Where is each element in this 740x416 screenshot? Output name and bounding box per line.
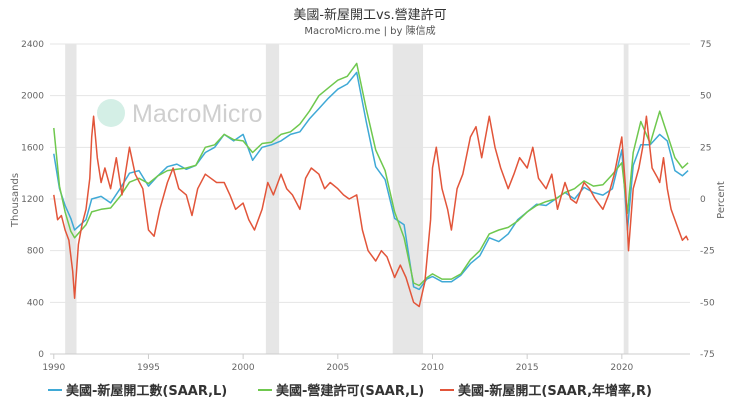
right-tick-label: 25 [700,143,711,153]
right-tick-label: 0 [700,195,706,205]
x-axis-ticks: 1990 1995 2000 2005 2010 2015 2020 [42,353,690,373]
chart-title: 美國-新屋開工vs.營建許可 [293,7,446,23]
right-tick-label: -75 [700,350,715,360]
left-axis-ticks: 0 400 800 1200 1600 2000 2400 [21,40,44,360]
x-tick-label: 1990 [42,363,65,373]
left-axis-title: Thousands [10,173,21,228]
left-tick-label: 1600 [21,143,44,153]
left-tick-label: 400 [27,298,44,308]
x-tick-label: 2020 [610,363,633,373]
left-tick-label: 2000 [21,92,44,102]
x-tick-label: 2005 [326,363,349,373]
watermark: MacroMicro [97,99,263,128]
x-tick-label: 1995 [137,363,160,373]
x-tick-label: 2010 [421,363,444,373]
legend-label: 美國-營建許可(SAAR,L) [276,383,424,399]
right-tick-label: -50 [700,298,715,308]
legend-item-2[interactable]: 美國-營建許可(SAAR,L) [258,383,424,399]
watermark-text: MacroMicro [132,100,263,128]
series-line-3 [53,115,689,308]
grid-lines [50,43,690,355]
legend-label: 美國-新屋開工數(SAAR,L) [66,383,227,399]
legend-item-1[interactable]: 美國-新屋開工數(SAAR,L) [48,383,227,399]
series-lines [53,62,689,308]
legend-label: 美國-新屋開工(SAAR,年增率,R) [458,383,652,399]
chart-subtitle: MacroMicro.me | by 陳信成 [304,25,435,37]
left-tick-label: 0 [38,350,44,360]
left-tick-label: 1200 [21,195,44,205]
left-tick-label: 800 [27,247,44,257]
right-tick-label: 50 [700,92,712,102]
right-axis-title: Percent [716,181,727,219]
series-line-2 [53,62,689,287]
x-tick-label: 2000 [232,363,255,373]
right-tick-label: 75 [700,40,711,50]
right-axis-ticks: -75 -50 -25 0 25 50 75 [700,40,715,360]
watermark-logo-icon [97,99,125,127]
left-tick-label: 2400 [21,40,44,50]
right-tick-label: -25 [700,247,715,257]
legend[interactable]: 美國-新屋開工數(SAAR,L) 美國-營建許可(SAAR,L) 美國-新屋開工(S… [48,383,652,399]
legend-item-3[interactable]: 美國-新屋開工(SAAR,年增率,R) [440,383,652,399]
x-tick-label: 2015 [516,363,539,373]
